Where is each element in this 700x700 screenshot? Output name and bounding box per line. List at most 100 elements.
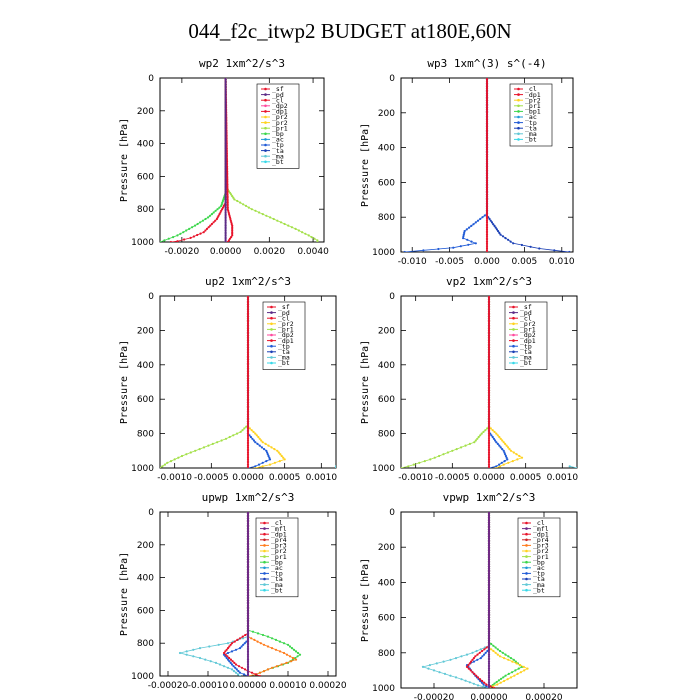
series-marker	[485, 214, 489, 217]
series-marker	[246, 527, 250, 530]
series-marker	[224, 203, 227, 206]
series-marker	[160, 466, 162, 468]
series-marker	[252, 439, 255, 442]
series-marker	[248, 427, 251, 430]
series-marker	[246, 439, 250, 442]
legend-label: _dp1	[278, 337, 294, 345]
series-marker	[487, 434, 491, 437]
series-marker	[487, 642, 491, 646]
series-marker	[274, 648, 278, 651]
series-marker	[504, 454, 507, 458]
series-marker	[487, 396, 491, 399]
series-marker	[455, 448, 458, 451]
x-tick-label: 0.00000	[470, 693, 507, 700]
series-marker	[246, 387, 250, 390]
series-marker	[487, 651, 491, 654]
series-marker	[485, 137, 489, 140]
series-marker	[469, 669, 472, 672]
series-marker	[499, 233, 502, 236]
series-marker	[246, 423, 250, 427]
legend-label: _ac	[271, 564, 283, 572]
series-marker	[246, 615, 250, 619]
series-marker	[224, 176, 227, 180]
legend-label: _pr3	[533, 542, 549, 550]
series-marker	[291, 656, 295, 660]
series-marker	[464, 679, 467, 682]
series-marker	[224, 165, 227, 168]
series-marker	[487, 306, 491, 310]
series-marker	[224, 150, 227, 153]
series-marker	[470, 660, 473, 663]
series-marker	[224, 90, 227, 93]
chart-panel: -0.00020 -0.00010 0.00000 0.00010 0.00020 0 20…	[119, 491, 347, 691]
series-marker	[493, 686, 496, 688]
legend-marker	[525, 538, 528, 542]
series-marker	[481, 655, 484, 658]
series-marker	[233, 198, 236, 201]
series-marker	[254, 673, 258, 676]
series-marker	[278, 650, 282, 653]
chart-panel: -0.0010 -0.0005 0.0000 0.0005 0.0010 0 200 400 6…	[360, 275, 578, 483]
series-marker	[270, 666, 274, 669]
chart-panel: -0.010 -0.005 0.000 0.005 0.010 0 200 400 600 800…	[360, 57, 575, 267]
legend-marker	[264, 149, 267, 152]
series-marker	[428, 664, 431, 667]
series-marker	[485, 111, 489, 114]
series-marker	[192, 235, 195, 238]
series-marker	[246, 303, 250, 306]
series-marker	[487, 413, 491, 416]
series-marker	[192, 648, 195, 651]
legend-label: _pr2	[272, 119, 288, 127]
series-marker	[244, 633, 247, 637]
series-marker	[222, 651, 226, 655]
series-marker	[230, 668, 234, 671]
series-marker	[487, 681, 491, 684]
series-marker	[246, 629, 250, 632]
series-marker	[205, 227, 209, 230]
series-marker	[239, 430, 242, 433]
series-marker	[160, 240, 162, 242]
series-marker	[246, 444, 250, 447]
series-marker	[506, 458, 509, 461]
series-marker	[226, 183, 229, 186]
series-marker	[485, 110, 489, 113]
series-marker	[269, 216, 272, 219]
series-marker	[193, 224, 197, 227]
legend-marker	[264, 143, 267, 147]
series-marker	[485, 219, 489, 222]
series-marker	[487, 380, 491, 384]
series-marker	[313, 237, 316, 240]
series-marker	[222, 204, 225, 207]
series-marker	[511, 460, 514, 463]
series-marker	[246, 308, 250, 311]
series-marker	[487, 429, 491, 432]
series-marker	[246, 465, 250, 468]
series-marker	[246, 430, 250, 433]
series-marker	[485, 106, 489, 109]
series-marker	[487, 349, 491, 353]
legend-marker	[525, 566, 528, 570]
series-marker	[198, 656, 202, 660]
series-marker	[519, 671, 523, 674]
legend-label: _mfl	[533, 525, 549, 533]
series-marker	[487, 382, 491, 385]
series-marker	[246, 368, 250, 372]
legend-marker	[517, 93, 520, 96]
series-marker	[246, 622, 250, 625]
series-marker	[204, 217, 207, 221]
series-marker	[246, 349, 250, 353]
series-marker	[285, 661, 288, 665]
series-marker	[466, 238, 469, 241]
series-marker	[488, 217, 491, 220]
legend-marker	[512, 322, 515, 326]
series-marker	[246, 648, 250, 651]
legend-label: _ma	[533, 581, 545, 589]
series-marker	[487, 613, 491, 616]
series-marker	[220, 209, 223, 212]
series-marker	[487, 597, 491, 600]
series-marker	[209, 660, 212, 663]
legend-marker	[517, 87, 520, 91]
series-marker	[246, 617, 250, 620]
series-marker	[246, 313, 250, 316]
x-tick-label: 0.0010	[547, 473, 579, 483]
